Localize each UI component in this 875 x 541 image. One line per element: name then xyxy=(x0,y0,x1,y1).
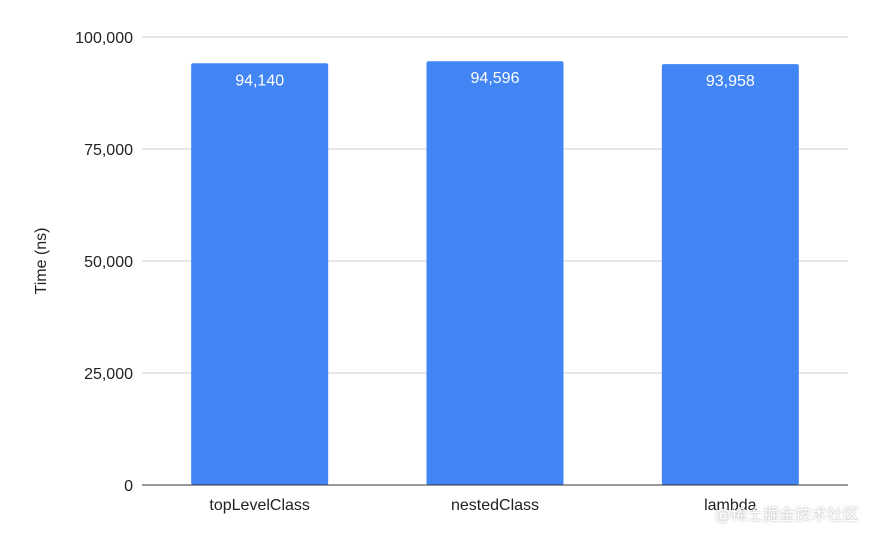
y-axis-title: Time (ns) xyxy=(33,228,50,295)
y-tick-label: 50,000 xyxy=(84,254,133,271)
y-axis-ticks: 0 25,000 50,000 75,000 100,000 xyxy=(75,30,133,495)
y-tick-label: 0 xyxy=(124,478,133,495)
bar-lambda xyxy=(661,64,799,485)
x-tick-label: lambda xyxy=(704,497,757,514)
watermark: @稀土掘金技术社区 xyxy=(714,505,859,524)
bar-topLevelClass xyxy=(191,63,329,485)
data-label: 94,140 xyxy=(235,72,284,89)
data-labels: 94,140 94,596 93,958 xyxy=(235,70,755,90)
x-tick-label: topLevelClass xyxy=(209,497,310,514)
bar-nestedClass xyxy=(426,61,564,485)
data-label: 94,596 xyxy=(471,70,520,87)
y-tick-label: 25,000 xyxy=(84,366,133,383)
y-tick-label: 100,000 xyxy=(75,30,133,47)
data-label: 93,958 xyxy=(706,73,755,90)
x-axis-ticks: topLevelClass nestedClass lambda xyxy=(209,497,756,514)
x-tick-label: nestedClass xyxy=(451,497,539,514)
bars xyxy=(191,61,799,485)
y-tick-label: 75,000 xyxy=(84,142,133,159)
